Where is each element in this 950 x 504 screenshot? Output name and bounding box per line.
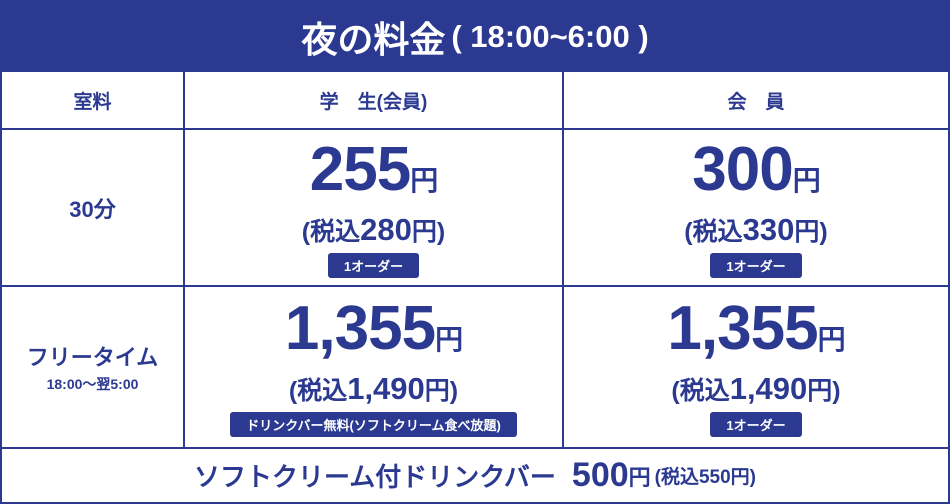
price-value: 1,355 [667,294,818,363]
price: 1,355円 [667,294,846,372]
row-label: 30分 [69,196,116,222]
footer: ソフトクリーム付ドリンクバー 500 円 (税込550円) [2,449,948,502]
row-label: フリータイム [26,345,159,370]
tax-open: (税込 [288,377,348,405]
price-cell: 1,355円 (税込1,490円) ドリンクバー無料(ソフトクリーム食べ放題) [185,287,564,449]
footer-unit: 円 [628,464,651,490]
header: 夜の料金 ( 18:00~6:00 ) [2,2,948,72]
column-header-text: 学 生(会員) [319,91,428,113]
price-unit: 円 [817,324,846,355]
column-header: 室料 [2,72,185,130]
price-cell: 1,355円 (税込1,490円) 1オーダー [564,287,948,449]
tax-open: (税込 [684,217,743,246]
price-value: 255 [309,134,411,204]
column-header-text: 室料 [73,91,112,113]
tax-amount: 1,490 [729,371,808,406]
badge: 1オーダー [327,252,420,278]
price-value: 300 [692,134,793,204]
footer-tax: (税込550円) [654,467,757,488]
tax-open: (税込 [671,377,730,405]
price-unit: 円 [435,324,463,355]
tax-price: (税込280円) [301,211,446,249]
tax-close: 円) [424,377,459,405]
tax-price: (税込1,490円) [289,372,458,408]
badge: ドリンクバー無料(ソフトクリーム食べ放題) [230,412,517,437]
row-header: 30分 [2,130,185,287]
footer-item: ソフトクリーム付ドリンクバー [193,462,556,492]
price: 1,355円 [284,294,463,372]
price-cell: 255円 (税込280円) 1オーダー [185,130,564,287]
row-sublabel: 18:00～翌5:00 [46,376,139,392]
tax-amount: 1,490 [347,371,425,406]
price-cell: 300円 (税込330円) 1オーダー [564,130,948,287]
price: 300円 [692,134,821,213]
tax-price: (税込1,490円) [671,372,840,408]
badge: 1オーダー [710,252,802,278]
price-value: 1,355 [284,294,436,363]
column-header: 学 生(会員) [185,72,564,130]
price-unit: 円 [410,164,438,196]
tax-open: (税込 [301,217,361,246]
title: 夜の料金 [301,19,446,60]
price: 255円 [309,134,438,213]
footer-price: 500 [571,456,629,494]
tax-amount: 330 [742,211,795,247]
badge: 1オーダー [710,412,802,437]
hours: ( 18:00~6:00 ) [451,19,649,54]
tax-close: 円) [411,217,446,246]
row-header: フリータイム 18:00～翌5:00 [2,287,185,449]
tax-price: (税込330円) [684,211,828,249]
tax-amount: 280 [360,211,412,247]
column-header: 会 員 [564,72,948,130]
tax-close: 円) [794,217,828,246]
tax-close: 円) [807,377,841,405]
price-unit: 円 [792,164,821,196]
column-header-text: 会 員 [727,91,785,113]
